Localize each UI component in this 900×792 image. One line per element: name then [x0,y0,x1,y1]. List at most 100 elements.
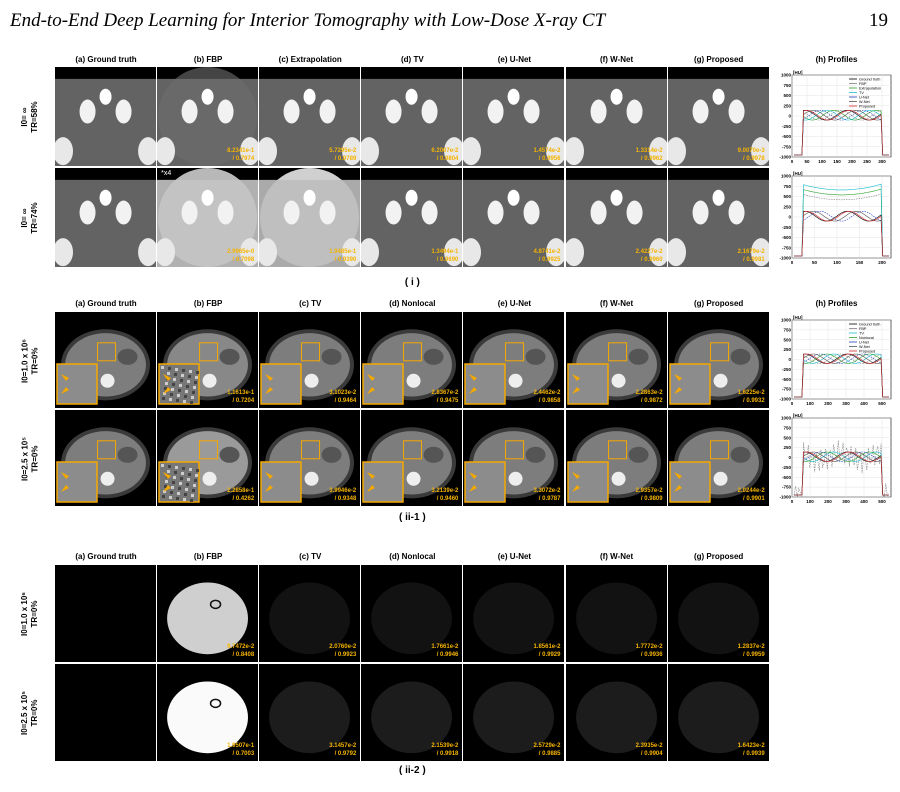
spine [406,471,421,486]
bone [463,137,482,166]
bone [217,200,234,225]
ct-image [269,681,351,754]
zoom-box [607,342,627,362]
spine [201,88,214,105]
spine [100,471,115,486]
metric-label: 1.9507e-1 / 0.7003 [227,742,254,758]
image-cell: 3.3072e-2 / 0.9787 [463,410,565,506]
noise [180,477,184,480]
image-cell: 1.8561e-2 / 0.9929 [463,565,565,662]
image-cell: 2.1539e-2 / 0.9918 [361,664,463,761]
spine [202,373,217,388]
bone [385,99,402,124]
legend-entry: Proposed [859,349,875,353]
metric-value: 1.7661e-2 [431,644,459,650]
metric-value: 1.3494e-1 [431,249,459,255]
bone [750,238,769,267]
bone [728,200,745,225]
x-tick-label: 200 [824,401,832,406]
ct-image [677,681,759,754]
image-cell: 3.1457e-2 / 0.9792 [259,664,361,761]
profile-curve [794,109,889,156]
profile-curve [794,211,889,257]
bone [157,137,176,166]
metric-value: 2.0244e-2 [737,488,765,494]
metric-value: 3.9946e-2 [329,488,357,494]
noise [177,394,181,397]
legend-entry: W-Net [859,100,871,104]
column-header: (g) Proposed [693,299,744,308]
zoom-inset [56,461,98,503]
metric-value: / 0.9690 [436,257,459,263]
column-header: (c) Extrapolation [278,55,342,64]
organ [525,348,546,365]
x-tick-label: 0 [791,401,794,406]
ct-image [361,78,463,166]
bone [181,99,198,124]
ct-image [668,427,763,503]
bone [283,99,300,124]
noise [162,397,166,400]
row-label-line: I0=2.5 x 10⁵ [20,691,29,736]
x-tick-label: 500 [878,499,886,504]
image-cell: 2.4227e-2 / 0.9960 [565,168,667,267]
x-tick-label: 400 [860,401,868,406]
image-cell: 1.3314e-2 / 0.9962 [565,67,667,166]
legend-entry: Ground truth [859,77,880,81]
metric-value: 1.4574e-2 [533,148,561,154]
metric-value: 2.1539e-2 [431,743,459,749]
noise [192,391,196,394]
running-title: End-to-End Deep Learning for Interior To… [10,10,606,31]
y-tick-label: 500 [783,194,791,199]
arrow [265,485,274,492]
legend-entry: W-Net [859,345,871,349]
zoom-inset [668,363,711,405]
noise [195,474,199,477]
column-header: (b) FBP [193,55,223,64]
metric-value: 2.3935e-2 [635,743,663,749]
column-header: (a) Ground truth [75,552,137,561]
error-map [677,582,759,655]
metric-value: / 0.9904 [640,751,663,757]
ct-image [464,329,559,405]
noise [189,468,193,471]
image-cell: 2.2863e-2 / 0.9872 [565,312,667,408]
noise [176,399,180,402]
column-header: (c) TV [299,299,322,308]
image-cell: 1.9485e-1 / 0.9390 [259,168,361,267]
zoom-box [97,440,117,460]
x-tick-label: 150 [856,260,864,265]
noise [184,395,188,398]
y-tick-label: 750 [783,327,791,332]
bone [138,238,157,267]
column-header: (g) Proposed [693,55,744,64]
bone [319,99,336,124]
arrow [673,387,682,394]
noise [194,479,198,482]
y-tick-label: -500 [782,235,792,240]
column-header: (e) U-Net [497,299,532,308]
metric-label: 2.4227e-2 / 0.9960 [636,248,663,264]
organ [321,348,342,365]
metric-value: / 0.9872 [640,398,663,404]
profile-curve [794,183,889,257]
noise [165,480,169,483]
ct-image [260,329,355,405]
bone [181,200,198,225]
ct-image [260,427,355,503]
spine [610,189,623,206]
ct-image [463,179,565,267]
y-tick-label: -1000 [779,155,791,160]
metric-label: 5.7295e-2 / 0.9789 [329,147,356,163]
spine [712,189,725,206]
metric-value: / 0.9792 [334,751,357,757]
noise [167,470,171,473]
figure-caption: ( i ) [404,277,420,288]
metric-label: 1.3494e-1 / 0.9690 [431,248,458,264]
x-tick-label: 100 [818,159,826,164]
bone [626,200,643,225]
y-tick-label: -750 [782,387,792,392]
y-tick-label: -750 [782,144,792,149]
y-tick-label: -500 [782,475,792,480]
